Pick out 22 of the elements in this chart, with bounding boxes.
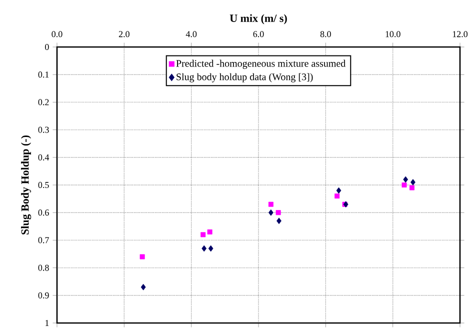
x-axis-title: U mix (m/ s) (230, 14, 287, 24)
y-tick-label: 0.2 (38, 99, 49, 106)
x-tick-label: 6.0 (253, 31, 264, 38)
y-tick-label: 0.8 (38, 264, 49, 271)
y-tick-label: 0 (45, 44, 49, 50)
x-tick-label: 4.0 (186, 31, 197, 38)
y-tick-label: 0.4 (38, 154, 50, 160)
y-tick-label: 1 (45, 320, 49, 326)
y-tick-label: 0.3 (38, 126, 49, 133)
legend-label: Slug body holdup data (Wong [3]) (176, 73, 313, 82)
x-tick-label: 10.0 (386, 31, 400, 38)
y-tick-label: 0.6 (38, 210, 49, 216)
y-tick-label: 0.5 (38, 182, 49, 188)
x-tick-label: 8.0 (320, 31, 331, 38)
legend-label: Predicted -homogeneous mixture assumed (176, 60, 346, 69)
y-tick-label: 0.9 (38, 292, 49, 298)
y-axis-title: Slug Body Holdup (-) (21, 136, 32, 234)
y-tick-label: 0.1 (38, 72, 49, 78)
x-tick-label: 0.0 (52, 31, 62, 38)
x-tick-label: 12.0 (452, 31, 468, 38)
y-tick-label: 0.7 (38, 237, 49, 244)
x-tick-label: 2.0 (118, 31, 130, 38)
